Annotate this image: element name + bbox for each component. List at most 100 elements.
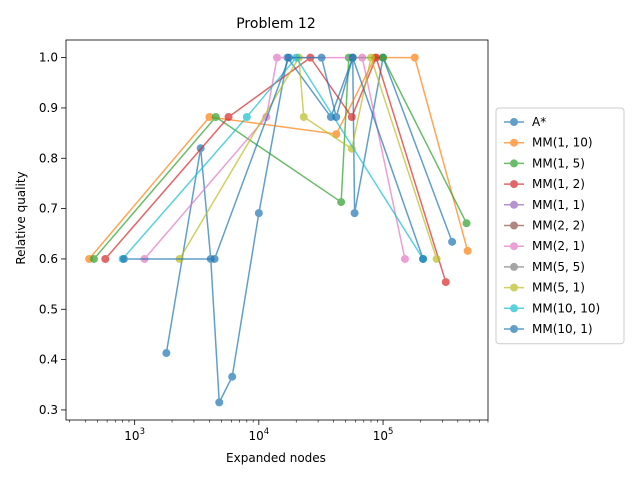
x-tick-label: 105 [373, 427, 394, 443]
legend-swatch [504, 304, 524, 313]
legend-item: MM(2, 1) [504, 239, 585, 253]
y-tick-label: 0.5 [39, 302, 58, 316]
legend-label: MM(1, 2) [532, 177, 585, 191]
y-tick-label: 0.6 [39, 252, 58, 266]
data-point [215, 398, 224, 407]
legend-marker [510, 221, 518, 230]
data-point [224, 113, 233, 122]
data-point [347, 144, 356, 153]
legend-item: MM(1, 5) [504, 156, 585, 170]
data-point [358, 53, 367, 62]
data-point [119, 254, 128, 263]
series-0 [162, 53, 457, 407]
legend-item: A* [504, 115, 546, 129]
data-point [448, 237, 457, 246]
legend-label: MM(1, 10) [532, 136, 593, 150]
data-point [347, 113, 356, 122]
data-point [89, 254, 98, 263]
legend-item: MM(5, 1) [504, 281, 585, 295]
data-point [400, 254, 409, 263]
data-point [242, 113, 251, 122]
data-point [462, 219, 471, 228]
legend-swatch [504, 118, 524, 126]
legend-swatch [504, 325, 524, 333]
legend-item: MM(1, 2) [504, 177, 585, 191]
data-point [273, 53, 281, 62]
data-point [299, 113, 308, 122]
data-point [162, 349, 171, 358]
legend-item: MM(10, 10) [504, 301, 600, 315]
legend-marker [510, 283, 518, 292]
data-point [441, 278, 450, 287]
legend-item: MM(1, 10) [504, 136, 593, 150]
legend-label: MM(2, 2) [532, 219, 585, 233]
series-layer [85, 53, 472, 407]
legend-swatch [504, 283, 524, 292]
x-tick-label: 104 [249, 427, 270, 443]
data-point [228, 372, 237, 381]
data-point [337, 198, 346, 207]
legend-marker [510, 118, 518, 126]
data-point [254, 209, 263, 218]
legend-label: A* [532, 115, 546, 129]
legend-marker [510, 200, 518, 209]
y-tick-label: 0.9 [39, 101, 58, 115]
data-point [348, 53, 357, 62]
x-axis-title: Expanded nodes [226, 451, 326, 465]
y-axis-title: Relative quality [14, 171, 28, 264]
y-tick-label: 0.3 [39, 403, 58, 417]
series-9 [118, 53, 428, 263]
legend-marker [510, 242, 518, 251]
data-point [379, 53, 388, 62]
data-point [350, 209, 359, 218]
plot-area: 103 104 105 0.3 0.4 0.5 0.6 0.7 0.8 0.9 1.0 [39, 39, 489, 443]
legend-swatch [504, 262, 524, 271]
legend-marker [510, 138, 518, 147]
series-10 [119, 53, 428, 263]
legend: A* MM(1, 10) MM(1, 5) MM(1, 2) MM(1, 1) MM(2,… [495, 107, 625, 345]
legend-marker [510, 159, 518, 168]
chart-title: Problem 12 [236, 16, 316, 32]
legend-label: MM(10, 10) [532, 301, 600, 315]
legend-swatch [504, 180, 524, 189]
legend-item: MM(1, 1) [504, 198, 585, 212]
series-line [93, 56, 468, 260]
data-point [285, 53, 294, 62]
legend-label: MM(10, 1) [532, 322, 593, 336]
series-line [88, 56, 469, 260]
y-tick-label: 0.4 [39, 353, 58, 367]
legend-swatch [504, 138, 524, 147]
legend-item: MM(2, 2) [504, 219, 585, 233]
data-point [205, 113, 214, 122]
data-point [332, 113, 341, 122]
legend-label: MM(5, 5) [532, 260, 585, 274]
series-line [104, 55, 447, 283]
x-tick-label: 103 [124, 427, 145, 443]
data-point [410, 53, 419, 62]
data-point [211, 113, 220, 122]
series-3 [101, 53, 450, 287]
legend-label: MM(1, 1) [532, 198, 585, 212]
legend-swatch [504, 159, 524, 168]
legend-label: MM(5, 1) [532, 281, 585, 295]
data-point [367, 53, 376, 62]
data-point [419, 254, 428, 263]
legend-marker [510, 325, 518, 333]
data-point [317, 53, 326, 62]
y-tick-label: 0.7 [39, 202, 58, 216]
legend-item: MM(5, 5) [504, 260, 585, 274]
series-line [122, 56, 424, 260]
legend-label: MM(1, 5) [532, 156, 585, 170]
axes-frame [65, 39, 489, 421]
axes: 103 104 105 0.3 0.4 0.5 0.6 0.7 0.8 0.9 1.0 [39, 39, 489, 443]
data-point [210, 254, 219, 263]
data-point [101, 254, 110, 263]
legend-swatch [504, 221, 524, 230]
data-point [332, 130, 341, 139]
series-line [143, 56, 406, 260]
legend-swatch [504, 242, 524, 251]
y-tick-label: 0.8 [39, 151, 58, 165]
legend-marker [510, 304, 518, 313]
legend-swatch [504, 200, 524, 209]
data-point [432, 254, 441, 263]
